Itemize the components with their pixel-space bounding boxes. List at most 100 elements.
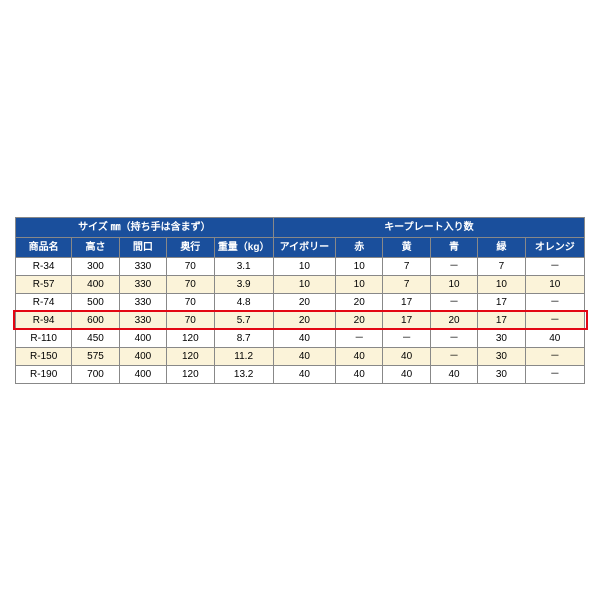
table-cell: 40 — [525, 329, 584, 347]
column-header: 高さ — [72, 237, 119, 257]
table-cell: 17 — [478, 311, 525, 329]
table-cell: R-57 — [16, 275, 72, 293]
table-container: サイズ ㎜（持ち手は含まず） キープレート入り数 商品名高さ間口奥行重量（kg）… — [15, 217, 585, 384]
table-cell: 30 — [478, 329, 525, 347]
table-cell: － — [525, 293, 584, 311]
header-group-keyplate: キープレート入り数 — [273, 217, 584, 237]
table-cell: 330 — [119, 311, 166, 329]
table-cell: 10 — [336, 257, 383, 275]
table-cell: － — [525, 257, 584, 275]
table-cell: 500 — [72, 293, 119, 311]
table-cell: 17 — [383, 293, 430, 311]
column-header: 黄 — [383, 237, 430, 257]
table-cell: R-74 — [16, 293, 72, 311]
table-cell: 30 — [478, 347, 525, 365]
table-cell: － — [525, 311, 584, 329]
table-cell: 10 — [273, 275, 335, 293]
table-cell: R-94 — [16, 311, 72, 329]
table-cell: 20 — [273, 311, 335, 329]
table-cell: 330 — [119, 257, 166, 275]
column-header: 重量（kg） — [214, 237, 273, 257]
table-cell: 7 — [383, 275, 430, 293]
header-row-columns: 商品名高さ間口奥行重量（kg）アイボリー赤黄青緑オレンジ — [16, 237, 585, 257]
table-cell: 40 — [430, 365, 477, 383]
table-cell: 10 — [273, 257, 335, 275]
column-header: オレンジ — [525, 237, 584, 257]
table-cell: 10 — [430, 275, 477, 293]
table-cell: 330 — [119, 275, 166, 293]
table-cell: 5.7 — [214, 311, 273, 329]
table-cell: 600 — [72, 311, 119, 329]
header-row-groups: サイズ ㎜（持ち手は含まず） キープレート入り数 — [16, 217, 585, 237]
table-cell: 70 — [167, 275, 214, 293]
table-cell: 120 — [167, 347, 214, 365]
table-body: R-34300330703.110107－7－R-57400330703.910… — [16, 257, 585, 383]
table-cell: 10 — [525, 275, 584, 293]
table-cell: 70 — [167, 257, 214, 275]
column-header: 青 — [430, 237, 477, 257]
column-header: 間口 — [119, 237, 166, 257]
table-cell: 40 — [273, 347, 335, 365]
table-cell: 7 — [383, 257, 430, 275]
table-cell: 20 — [430, 311, 477, 329]
table-cell: 120 — [167, 329, 214, 347]
table-cell: 120 — [167, 365, 214, 383]
table-row: R-94600330705.72020172017－ — [16, 311, 585, 329]
table-cell: 4.8 — [214, 293, 273, 311]
table-row: R-74500330704.8202017－17－ — [16, 293, 585, 311]
table-cell: 400 — [119, 329, 166, 347]
column-header: 奥行 — [167, 237, 214, 257]
table-cell: 330 — [119, 293, 166, 311]
table-cell: 13.2 — [214, 365, 273, 383]
table-cell: 400 — [119, 347, 166, 365]
table-cell: R-190 — [16, 365, 72, 383]
table-row: R-57400330703.910107101010 — [16, 275, 585, 293]
table-cell: 450 — [72, 329, 119, 347]
table-cell: R-110 — [16, 329, 72, 347]
table-row: R-1104504001208.740－－－3040 — [16, 329, 585, 347]
table-cell: － — [430, 329, 477, 347]
table-cell: 400 — [119, 365, 166, 383]
table-cell: 70 — [167, 311, 214, 329]
table-cell: 700 — [72, 365, 119, 383]
table-cell: 40 — [336, 347, 383, 365]
table-cell: 70 — [167, 293, 214, 311]
table-cell: 20 — [273, 293, 335, 311]
table-cell: 40 — [336, 365, 383, 383]
column-header: 赤 — [336, 237, 383, 257]
table-cell: 40 — [273, 365, 335, 383]
table-cell: 7 — [478, 257, 525, 275]
table-cell: 40 — [383, 365, 430, 383]
table-cell: 17 — [478, 293, 525, 311]
column-header: 商品名 — [16, 237, 72, 257]
table-cell: － — [525, 365, 584, 383]
table-cell: － — [336, 329, 383, 347]
table-cell: － — [383, 329, 430, 347]
table-row: R-15057540012011.2404040－30－ — [16, 347, 585, 365]
table-cell: 11.2 — [214, 347, 273, 365]
table-cell: 575 — [72, 347, 119, 365]
table-cell: 3.1 — [214, 257, 273, 275]
table-cell: 20 — [336, 311, 383, 329]
column-header: アイボリー — [273, 237, 335, 257]
spec-table: サイズ ㎜（持ち手は含まず） キープレート入り数 商品名高さ間口奥行重量（kg）… — [15, 217, 585, 384]
table-cell: 10 — [478, 275, 525, 293]
table-cell: 40 — [383, 347, 430, 365]
table-row: R-34300330703.110107－7－ — [16, 257, 585, 275]
table-cell: 10 — [336, 275, 383, 293]
table-cell: － — [430, 257, 477, 275]
header-group-size: サイズ ㎜（持ち手は含まず） — [16, 217, 274, 237]
table-cell: R-34 — [16, 257, 72, 275]
table-cell: － — [430, 293, 477, 311]
table-cell: 8.7 — [214, 329, 273, 347]
table-cell: 30 — [478, 365, 525, 383]
column-header: 緑 — [478, 237, 525, 257]
table-cell: － — [525, 347, 584, 365]
table-cell: R-150 — [16, 347, 72, 365]
table-row: R-19070040012013.24040404030－ — [16, 365, 585, 383]
table-cell: 40 — [273, 329, 335, 347]
table-cell: 20 — [336, 293, 383, 311]
table-cell: 3.9 — [214, 275, 273, 293]
table-cell: 300 — [72, 257, 119, 275]
table-cell: 17 — [383, 311, 430, 329]
